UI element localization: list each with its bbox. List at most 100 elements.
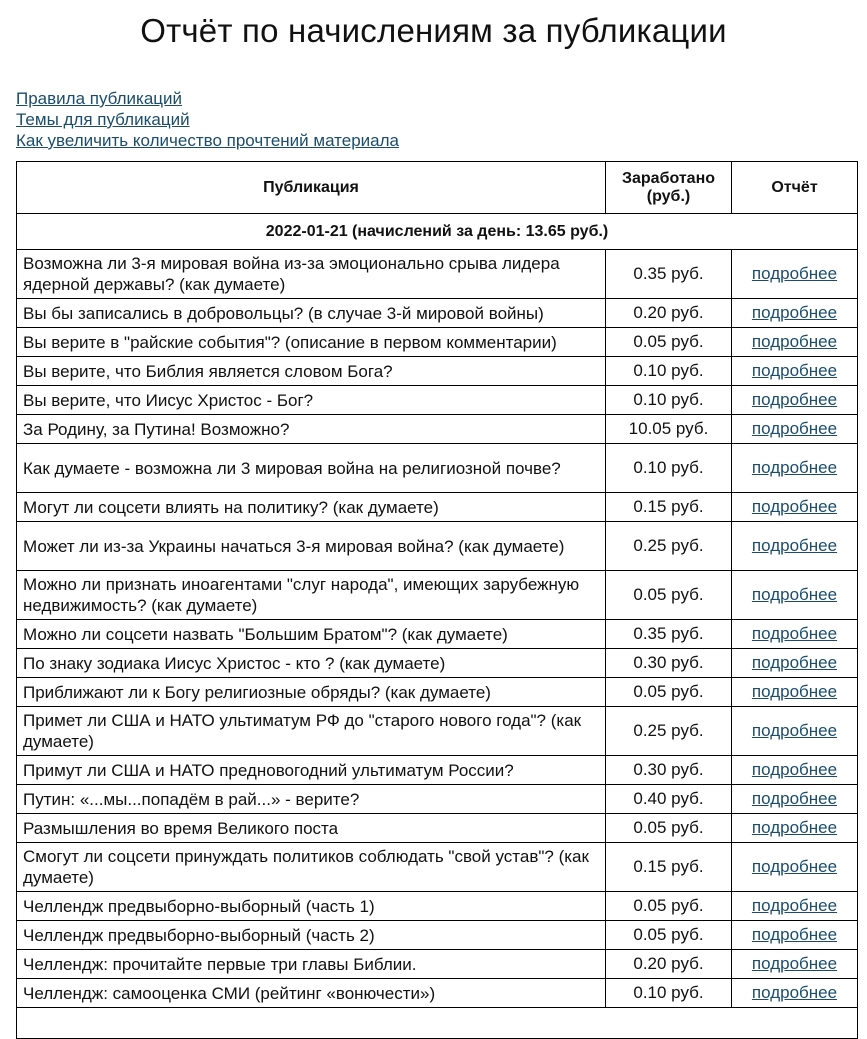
publication-title: Можно ли признать иноагентами "слуг наро…	[16, 570, 606, 620]
details-link[interactable]: подробнее	[751, 857, 838, 876]
table-row: Как думаете - возможна ли 3 мировая войн…	[16, 443, 858, 493]
publication-title: За Родину, за Путина! Возможно?	[16, 414, 606, 444]
total-cell	[16, 1007, 858, 1039]
earned-amount: 0.25 руб.	[605, 521, 732, 571]
table-row: Челлендж: самооценка СМИ (рейтинг «вонюч…	[16, 978, 858, 1008]
publication-title: Примет ли США и НАТО ультиматум РФ до "с…	[16, 706, 606, 756]
earned-amount: 0.05 руб.	[605, 570, 732, 620]
publication-title: Может ли из-за Украины начаться 3-я миро…	[16, 521, 606, 571]
table-row: По знаку зодиака Иисус Христос - кто ? (…	[16, 648, 858, 678]
details-link[interactable]: подробнее	[751, 332, 838, 351]
total-row	[16, 1007, 858, 1039]
details-link[interactable]: подробнее	[751, 458, 838, 477]
page-title: Отчёт по начислениям за публикации	[140, 12, 727, 49]
table-row: Может ли из-за Украины начаться 3-я миро…	[16, 521, 858, 571]
publication-title: Как думаете - возможна ли 3 мировая войн…	[16, 443, 606, 493]
header-publication: Публикация	[16, 161, 606, 214]
details-link[interactable]: подробнее	[751, 983, 838, 1002]
earned-amount: 0.10 руб.	[605, 978, 732, 1008]
details-link[interactable]: подробнее	[751, 682, 838, 701]
earned-amount: 0.25 руб.	[605, 706, 732, 756]
date-summary: 2022-01-21 (начислений за день: 13.65 ру…	[16, 213, 858, 250]
table-header: Публикация Заработано (руб.) Отчёт	[16, 161, 858, 214]
details-link[interactable]: подробнее	[751, 624, 838, 643]
publication-title: Вы бы записались в добровольцы? (в случа…	[16, 298, 606, 328]
details-link[interactable]: подробнее	[751, 390, 838, 409]
details-link[interactable]: подробнее	[751, 264, 838, 283]
topics-link[interactable]: Темы для публикаций	[16, 110, 190, 129]
table-row: За Родину, за Путина! Возможно? 10.05 ру…	[16, 414, 858, 444]
earned-amount: 0.15 руб.	[605, 842, 732, 892]
publication-title: Челлендж: самооценка СМИ (рейтинг «вонюч…	[16, 978, 606, 1008]
earned-amount: 0.40 руб.	[605, 784, 732, 814]
earned-amount: 0.05 руб.	[605, 920, 732, 950]
table-row: Размышления во время Великого поста 0.05…	[16, 813, 858, 843]
publication-title: Вы верите в "райские события"? (описание…	[16, 327, 606, 357]
header-report: Отчёт	[731, 161, 858, 214]
earned-amount: 0.05 руб.	[605, 813, 732, 843]
table-row: Приближают ли к Богу религиозные обряды?…	[16, 677, 858, 707]
table-row: Примет ли США и НАТО ультиматум РФ до "с…	[16, 706, 858, 756]
details-link[interactable]: подробнее	[751, 818, 838, 837]
table-row: Примут ли США и НАТО предновогодний ульт…	[16, 755, 858, 785]
details-link[interactable]: подробнее	[751, 497, 838, 516]
date-row: 2022-01-21 (начислений за день: 13.65 ру…	[16, 213, 858, 250]
publication-title: Размышления во время Великого поста	[16, 813, 606, 843]
publication-title: Смогут ли соцсети принуждать политиков с…	[16, 842, 606, 892]
table-row: Можно ли соцсети назвать "Большим Братом…	[16, 619, 858, 649]
table-row: Могут ли соцсети влиять на политику? (ка…	[16, 492, 858, 522]
publication-title: Вы верите, что Библия является словом Бо…	[16, 356, 606, 386]
table-row: Челлендж: прочитайте первые три главы Би…	[16, 949, 858, 979]
publication-title: Челлендж предвыборно-выборный (часть 2)	[16, 920, 606, 950]
earned-amount: 0.30 руб.	[605, 755, 732, 785]
table-row: Можно ли признать иноагентами "слуг наро…	[16, 570, 858, 620]
help-links: Правила публикаций Темы для публикаций К…	[16, 88, 867, 151]
table-row: Челлендж предвыборно-выборный (часть 2) …	[16, 920, 858, 950]
details-link[interactable]: подробнее	[751, 925, 838, 944]
header-earned: Заработано (руб.)	[605, 161, 732, 214]
increase-reads-link[interactable]: Как увеличить количество прочтений матер…	[16, 131, 399, 150]
details-link[interactable]: подробнее	[751, 419, 838, 438]
earned-amount: 0.20 руб.	[605, 949, 732, 979]
publication-title: Приближают ли к Богу религиозные обряды?…	[16, 677, 606, 707]
details-link[interactable]: подробнее	[751, 789, 838, 808]
earned-amount: 0.30 руб.	[605, 648, 732, 678]
earned-amount: 0.35 руб.	[605, 619, 732, 649]
earned-amount: 0.10 руб.	[605, 443, 732, 493]
details-link[interactable]: подробнее	[751, 954, 838, 973]
rules-link[interactable]: Правила публикаций	[16, 89, 183, 108]
earned-amount: 10.05 руб.	[605, 414, 732, 444]
details-link[interactable]: подробнее	[751, 760, 838, 779]
details-link[interactable]: подробнее	[751, 653, 838, 672]
table-row: Вы верите, что Иисус Христос - Бог? 0.10…	[16, 385, 858, 415]
table-row: Смогут ли соцсети принуждать политиков с…	[16, 842, 858, 892]
table-row: Вы бы записались в добровольцы? (в случа…	[16, 298, 858, 328]
publication-title: Можно ли соцсети назвать "Большим Братом…	[16, 619, 606, 649]
earned-amount: 0.20 руб.	[605, 298, 732, 328]
table-row: Вы верите в "райские события"? (описание…	[16, 327, 858, 357]
publication-title: Челлендж: прочитайте первые три главы Би…	[16, 949, 606, 979]
earnings-table: Публикация Заработано (руб.) Отчёт 2022-…	[16, 161, 858, 1039]
table-row: Вы верите, что Библия является словом Бо…	[16, 356, 858, 386]
details-link[interactable]: подробнее	[751, 361, 838, 380]
publication-title: Возможна ли 3-я мировая война из-за эмоц…	[16, 249, 606, 299]
earned-amount: 0.05 руб.	[605, 327, 732, 357]
publication-title: Путин: «...мы...попадём в рай...» - вери…	[16, 784, 606, 814]
table-row: Путин: «...мы...попадём в рай...» - вери…	[16, 784, 858, 814]
details-link[interactable]: подробнее	[751, 303, 838, 322]
earned-amount: 0.05 руб.	[605, 677, 732, 707]
publication-title: Примут ли США и НАТО предновогодний ульт…	[16, 755, 606, 785]
earned-amount: 0.15 руб.	[605, 492, 732, 522]
table-row: Возможна ли 3-я мировая война из-за эмоц…	[16, 249, 858, 299]
publication-title: По знаку зодиака Иисус Христос - кто ? (…	[16, 648, 606, 678]
earned-amount: 0.10 руб.	[605, 356, 732, 386]
details-link[interactable]: подробнее	[751, 536, 838, 555]
publication-title: Могут ли соцсети влиять на политику? (ка…	[16, 492, 606, 522]
earned-amount: 0.05 руб.	[605, 891, 732, 921]
publication-title: Челлендж предвыборно-выборный (часть 1)	[16, 891, 606, 921]
table-row: Челлендж предвыборно-выборный (часть 1) …	[16, 891, 858, 921]
details-link[interactable]: подробнее	[751, 721, 838, 740]
details-link[interactable]: подробнее	[751, 585, 838, 604]
details-link[interactable]: подробнее	[751, 896, 838, 915]
earned-amount: 0.35 руб.	[605, 249, 732, 299]
